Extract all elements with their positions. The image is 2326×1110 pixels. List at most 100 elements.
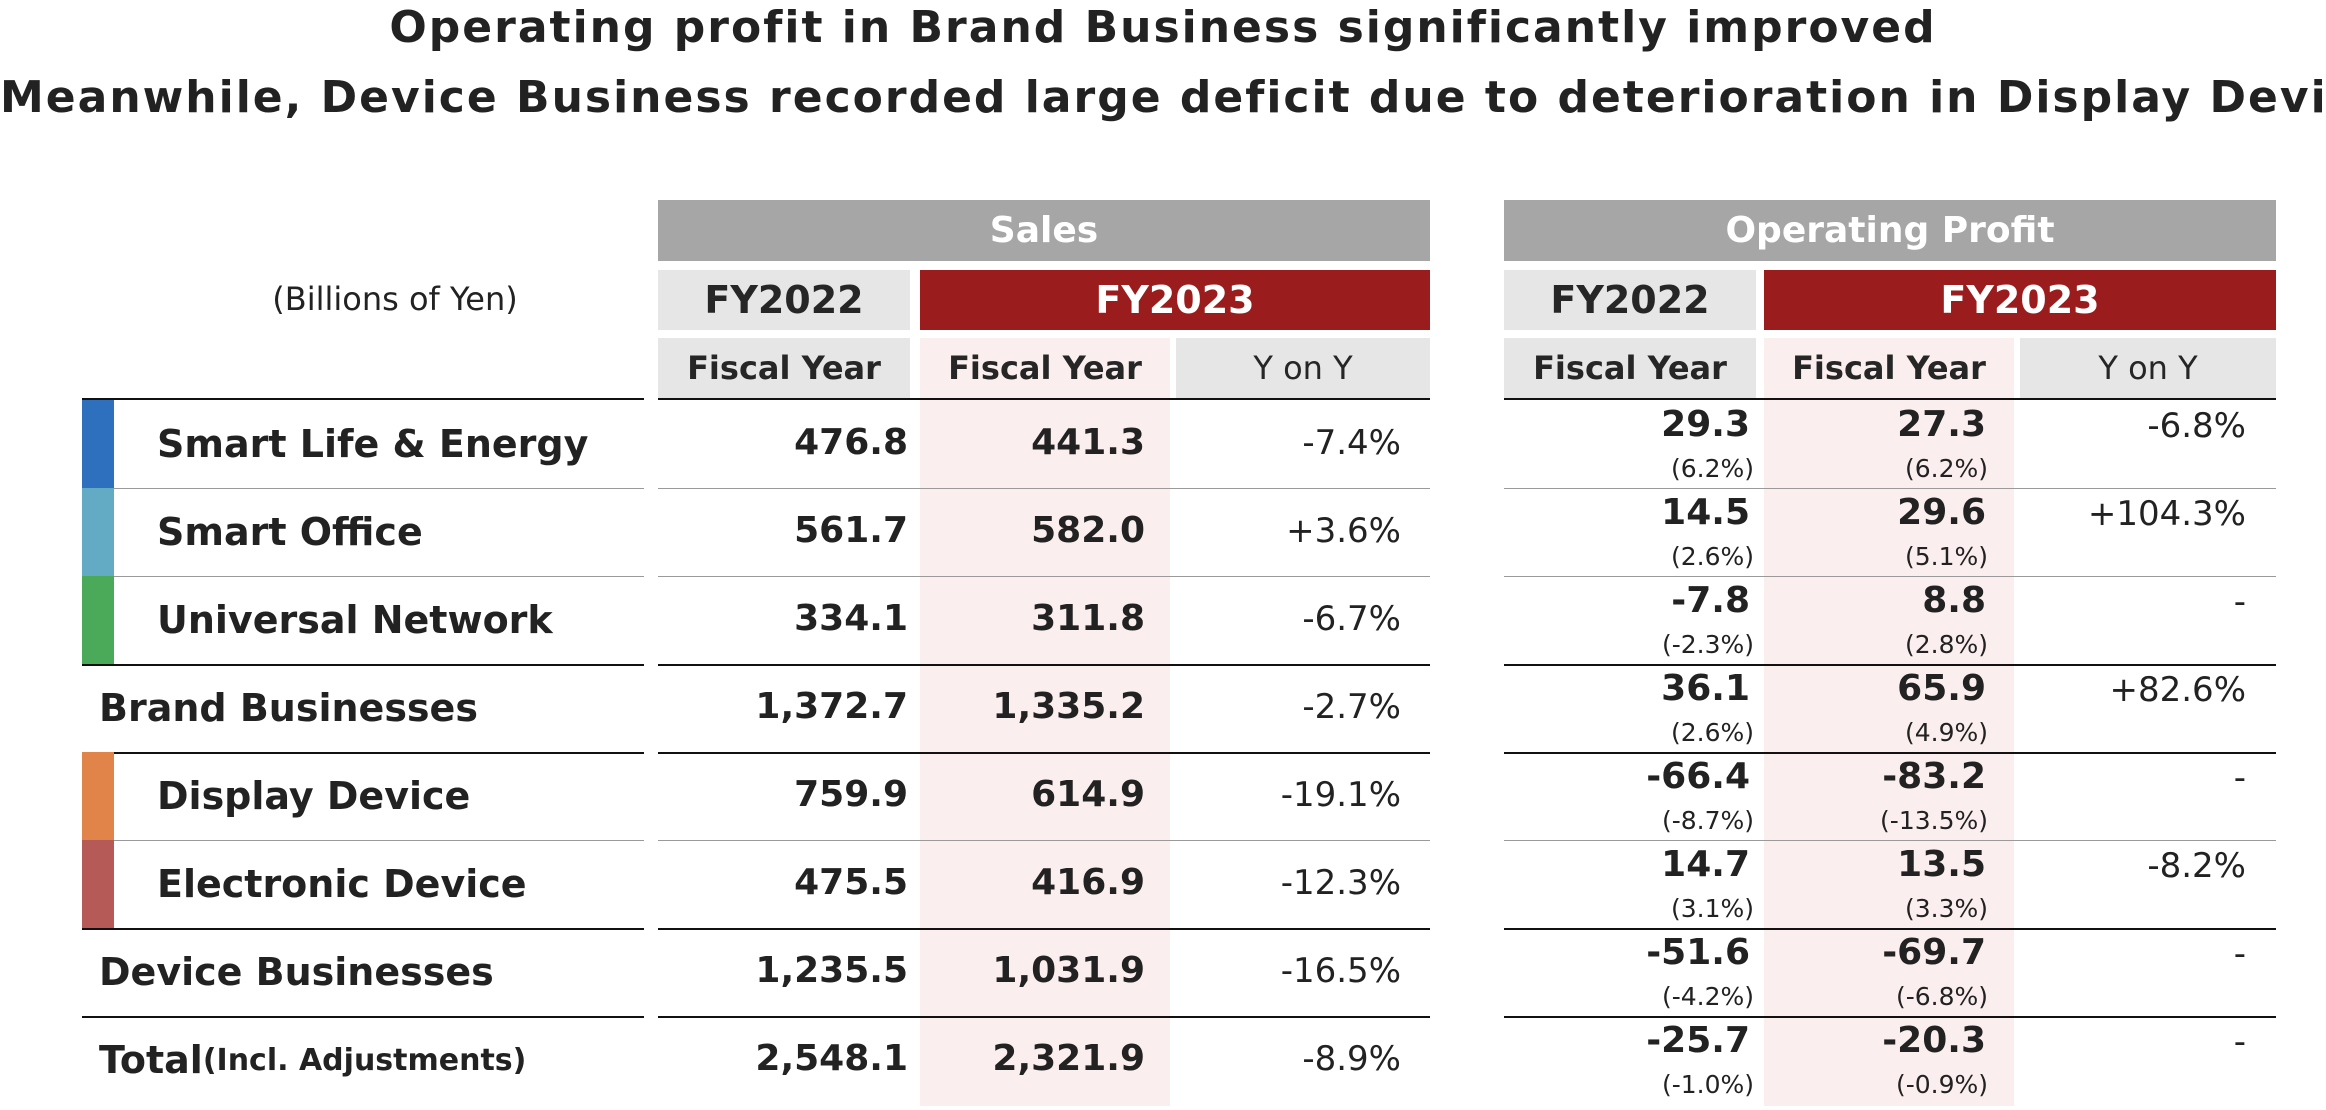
table-top-rule-sales [658, 398, 1430, 400]
row-electronic-device-op-yoy: -8.2% [2147, 846, 2246, 886]
row-universal-network-op-fy2022-margin: (-2.3%) [1661, 630, 1754, 659]
row-device-businesses-rule-sales [658, 1016, 1430, 1018]
row-electronic-device-op-fy2022-margin: (3.1%) [1670, 894, 1754, 923]
row-smart-life-energy-rule-sales [658, 488, 1430, 489]
row-display-device-op-fy2022-margin: (-8.7%) [1661, 806, 1754, 835]
sales-yoy-header: Y on Y [1176, 338, 1430, 398]
op-fy2022-header: FY2022 [1504, 270, 1756, 330]
row-smart-life-energy-label: Smart Life & Energy [157, 400, 588, 488]
row-universal-network-label-text: Universal Network [157, 598, 553, 642]
op-yoy-header: Y on Y [2020, 338, 2276, 398]
row-smart-office-label-text: Smart Office [157, 510, 423, 554]
row-device-businesses-rule-left [82, 1016, 644, 1018]
row-total-label-suffix: (Incl. Adjustments) [202, 1042, 527, 1078]
row-smart-office-label: Smart Office [157, 488, 423, 576]
row-smart-life-energy-rule-op [1504, 488, 2276, 489]
row-electronic-device-op-fy2022: 14.7 [1661, 844, 1750, 885]
row-smart-life-energy-op-fy2023: 27.3 [1897, 404, 1986, 445]
row-universal-network-color-bar [82, 576, 114, 664]
row-display-device-color-bar [82, 752, 114, 840]
row-brand-businesses-op-fy2022-margin: (2.6%) [1670, 718, 1754, 747]
row-display-device-rule-sales [658, 840, 1430, 841]
row-total-sales-yoy: -8.9% [1302, 1039, 1401, 1079]
row-smart-office-rule-left [114, 576, 644, 577]
row-universal-network-op-yoy: - [2233, 582, 2246, 622]
row-brand-businesses-op-fy2022: 36.1 [1661, 668, 1750, 709]
row-universal-network-op-fy2023: 8.8 [1922, 580, 1986, 621]
row-display-device-sales-yoy: -19.1% [1280, 775, 1401, 815]
row-universal-network-op-fy2023-margin: (2.8%) [1904, 630, 1988, 659]
table-top-rule-op [1504, 398, 2276, 400]
row-universal-network-op-fy2022: -7.8 [1671, 580, 1750, 621]
sales-fy2023-fiscal-year-header: Fiscal Year [920, 338, 1170, 398]
row-display-device-label: Display Device [157, 752, 470, 840]
row-total-sales-fy2022: 2,548.1 [755, 1038, 908, 1079]
row-smart-life-energy-op-yoy: -6.8% [2147, 406, 2246, 446]
row-display-device-sales-fy2022: 759.9 [794, 774, 908, 815]
row-display-device-op-yoy: - [2233, 758, 2246, 798]
row-smart-office-op-yoy: +104.3% [2087, 494, 2246, 534]
row-brand-businesses-sales-fy2022: 1,372.7 [755, 686, 908, 727]
row-electronic-device-sales-fy2022: 475.5 [794, 862, 908, 903]
row-display-device-op-fy2023-margin: (-13.5%) [1880, 806, 1988, 835]
row-electronic-device-label-text: Electronic Device [157, 862, 527, 906]
row-total-op-fy2023: -20.3 [1882, 1020, 1986, 1061]
row-smart-office-sales-yoy: +3.6% [1286, 511, 1401, 551]
row-total-op-fy2022-margin: (-1.0%) [1661, 1070, 1754, 1099]
operating-profit-header: Operating Profit [1504, 200, 2276, 261]
row-smart-office-op-fy2022-margin: (2.6%) [1670, 542, 1754, 571]
row-electronic-device-op-fy2023-margin: (3.3%) [1904, 894, 1988, 923]
row-brand-businesses-label-text: Brand Businesses [99, 686, 478, 730]
row-universal-network-rule-sales [658, 664, 1430, 666]
row-universal-network-sales-fy2022: 334.1 [794, 598, 908, 639]
row-electronic-device-sales-yoy: -12.3% [1280, 863, 1401, 903]
sales-fy2023-header: FY2023 [920, 270, 1430, 330]
row-smart-life-energy-sales-yoy: -7.4% [1302, 423, 1401, 463]
row-display-device-op-fy2023: -83.2 [1882, 756, 1986, 797]
row-total-sales-fy2023: 2,321.9 [992, 1038, 1145, 1079]
row-smart-office-rule-op [1504, 576, 2276, 577]
row-electronic-device-sales-fy2023: 416.9 [1031, 862, 1145, 903]
row-smart-office-color-bar [82, 488, 114, 576]
table-top-rule-left [82, 398, 644, 400]
row-device-businesses-op-fy2022-margin: (-4.2%) [1661, 982, 1754, 1011]
sales-fy2022-fiscal-year-header: Fiscal Year [658, 338, 910, 398]
row-brand-businesses-op-fy2023-margin: (4.9%) [1904, 718, 1988, 747]
row-brand-businesses-sales-yoy: -2.7% [1302, 687, 1401, 727]
row-universal-network-rule-op [1504, 664, 2276, 666]
row-universal-network-sales-fy2023: 311.8 [1031, 598, 1145, 639]
row-universal-network-sales-yoy: -6.7% [1302, 599, 1401, 639]
row-brand-businesses-rule-left [82, 752, 644, 754]
row-display-device-op-fy2022: -66.4 [1646, 756, 1750, 797]
row-brand-businesses-op-yoy: +82.6% [2109, 670, 2247, 710]
row-total-op-fy2022: -25.7 [1646, 1020, 1750, 1061]
row-electronic-device-op-fy2023: 13.5 [1897, 844, 1986, 885]
op-fy2022-fiscal-year-header: Fiscal Year [1504, 338, 1756, 398]
row-smart-office-sales-fy2022: 561.7 [794, 510, 908, 551]
row-electronic-device-label: Electronic Device [157, 840, 527, 928]
title-line-2: Meanwhile, Device Business recorded larg… [0, 72, 2326, 123]
row-device-businesses-op-fy2023: -69.7 [1882, 932, 1986, 973]
row-display-device-rule-op [1504, 840, 2276, 841]
op-fy2023-header: FY2023 [1764, 270, 2276, 330]
row-electronic-device-color-bar [82, 840, 114, 928]
row-brand-businesses-label: Brand Businesses [99, 664, 478, 752]
row-total-op-fy2023-margin: (-0.9%) [1895, 1070, 1988, 1099]
row-display-device-label-text: Display Device [157, 774, 471, 818]
units-label: (Billions of Yen) [272, 280, 518, 318]
row-smart-life-energy-rule-left [114, 488, 644, 489]
row-display-device-rule-left [114, 840, 644, 841]
row-device-businesses-sales-yoy: -16.5% [1280, 951, 1401, 991]
row-smart-office-rule-sales [658, 576, 1430, 577]
row-device-businesses-sales-fy2023: 1,031.9 [992, 950, 1145, 991]
row-smart-office-op-fy2022: 14.5 [1661, 492, 1750, 533]
row-universal-network-rule-left [82, 664, 644, 666]
row-electronic-device-rule-op [1504, 928, 2276, 930]
row-smart-office-op-fy2023-margin: (5.1%) [1904, 542, 1988, 571]
row-smart-office-op-fy2023: 29.6 [1897, 492, 1986, 533]
row-device-businesses-op-fy2022: -51.6 [1646, 932, 1750, 973]
sales-header: Sales [658, 200, 1430, 261]
row-electronic-device-rule-sales [658, 928, 1430, 930]
row-smart-life-energy-op-fy2023-margin: (6.2%) [1904, 454, 1988, 483]
row-brand-businesses-rule-op [1504, 752, 2276, 754]
